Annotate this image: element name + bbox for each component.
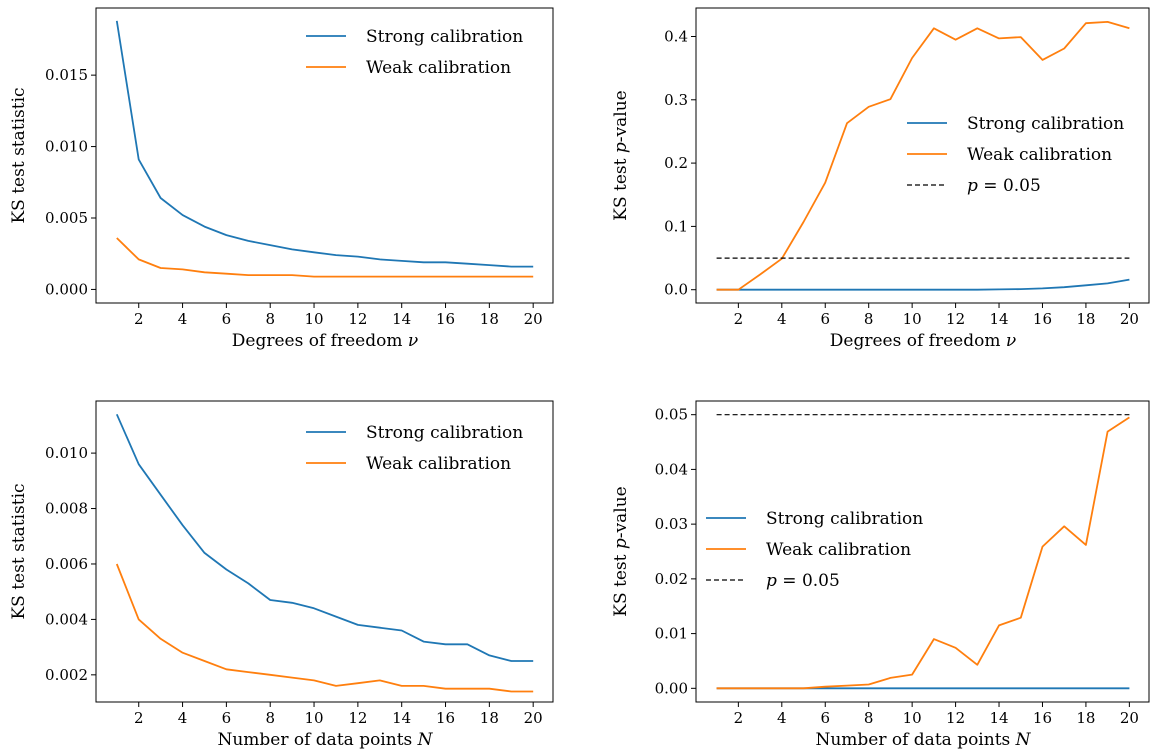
y-tick-label: 0.05 [655, 406, 688, 424]
x-tick-label: 14 [989, 310, 1008, 328]
legend: Strong calibration Weak calibration p = 0.… [706, 509, 923, 591]
series-line-1 [716, 278, 1130, 291]
x-tick-label: 12 [348, 709, 367, 727]
x-tick-label: 18 [480, 709, 499, 727]
series-line-2 [115, 563, 534, 693]
y-axis-label: KS test statistic [9, 483, 29, 619]
x-tick-label: 8 [265, 310, 275, 328]
legend-entry: Weak calibration [967, 145, 1112, 165]
legend-entry: Weak calibration [366, 454, 511, 474]
y-tick-label: 0.006 [45, 555, 88, 573]
x-tick-label: 8 [864, 310, 874, 328]
y-tick-label: 0.01 [655, 625, 688, 643]
x-tick-label: 4 [178, 709, 188, 727]
legend-entry: Strong calibration [766, 509, 923, 529]
x-tick-label: 14 [989, 709, 1008, 727]
legend-entry: Weak calibration [366, 58, 511, 78]
y-tick-label: 0.02 [655, 570, 688, 588]
x-axis-label: Degrees of freedom ν [232, 331, 418, 351]
x-tick-label: 4 [777, 709, 787, 727]
x-tick-label: 12 [946, 310, 965, 328]
x-tick-label: 10 [304, 709, 323, 727]
x-tick-label: 12 [348, 310, 367, 328]
axes-frame [695, 400, 1150, 703]
y-tick-label: 0.010 [45, 138, 88, 156]
legend-entry: Strong calibration [366, 27, 523, 47]
x-tick-label: 20 [524, 709, 543, 727]
x-tick-label: 6 [820, 310, 830, 328]
y-tick-label: 0.000 [45, 280, 88, 298]
x-tick-label: 6 [222, 310, 232, 328]
x-tick-label: 2 [734, 310, 744, 328]
y-tick-label: 0.0 [664, 281, 688, 299]
series-line-1 [115, 413, 534, 662]
series-line-2 [716, 20, 1130, 291]
x-tick-label: 20 [524, 310, 543, 328]
x-tick-label: 10 [903, 310, 922, 328]
x-tick-label: 6 [820, 709, 830, 727]
x-tick-label: 10 [304, 310, 323, 328]
x-axis-label: Degrees of freedom ν [830, 331, 1016, 351]
x-tick-label: 8 [265, 709, 275, 727]
series-line-2 [116, 237, 534, 278]
x-tick-label: 6 [222, 709, 232, 727]
x-tick-label: 4 [178, 310, 188, 328]
x-tick-label: 4 [777, 310, 787, 328]
y-tick-label: 0.005 [45, 209, 88, 227]
legend-entry: p = 0.05 [967, 176, 1041, 196]
legend-entry: Strong calibration [967, 114, 1124, 134]
x-tick-label: 14 [392, 709, 411, 727]
legend: Strong calibration Weak calibration [306, 423, 523, 474]
axes-frame [95, 7, 554, 304]
x-tick-label: 16 [436, 310, 455, 328]
x-tick-label: 16 [436, 709, 455, 727]
series-line-2 [716, 416, 1130, 690]
legend-entry: Strong calibration [366, 423, 523, 443]
legend: Strong calibration Weak calibration [306, 27, 523, 78]
x-tick-label: 2 [734, 709, 744, 727]
y-tick-label: 0.010 [45, 444, 88, 462]
chart-panel-2: 2 4 6 8 10 12 14 16 18 20 0.0 0.1 0.2 0.3 0.4 Degrees o… [611, 7, 1150, 351]
y-tick-label: 0.04 [655, 460, 688, 478]
y-tick-label: 0.015 [45, 66, 88, 84]
y-tick-label: 0.00 [655, 679, 688, 697]
y-tick-label: 0.008 [45, 500, 88, 518]
x-tick-label: 20 [1120, 310, 1139, 328]
series-line-1 [115, 20, 534, 268]
y-tick-label: 0.03 [655, 515, 688, 533]
chart-panel-4: 2 4 6 8 10 12 14 16 18 20 0.00 0.01 0.02 0.03 0.04 0.05… [611, 400, 1150, 750]
legend-entry: Weak calibration [766, 540, 911, 560]
x-tick-label: 12 [946, 709, 965, 727]
y-tick-label: 0.2 [664, 154, 688, 172]
x-tick-label: 18 [1076, 709, 1095, 727]
x-tick-label: 2 [134, 310, 144, 328]
x-tick-label: 10 [903, 709, 922, 727]
y-axis-label: KS test p-value [611, 486, 631, 616]
x-tick-label: 16 [1033, 709, 1052, 727]
legend-entry: p = 0.05 [766, 571, 840, 591]
x-tick-label: 18 [1076, 310, 1095, 328]
chart-panel-1: 2 4 6 8 10 12 14 16 18 20 0.000 0.005 0.010 0.015 Degr… [9, 7, 554, 351]
x-axis-label: Number of data points N [217, 730, 433, 750]
x-tick-label: 2 [134, 709, 144, 727]
x-tick-label: 8 [864, 709, 874, 727]
axes-frame [695, 7, 1150, 304]
y-tick-label: 0.3 [664, 91, 688, 109]
chart-panel-3: 2 4 6 8 10 12 14 16 18 20 0.002 0.004 0.006 0.008 0.01… [9, 400, 554, 750]
y-axis-label: KS test p-value [611, 90, 631, 220]
x-tick-label: 20 [1120, 709, 1139, 727]
x-tick-label: 16 [1033, 310, 1052, 328]
x-tick-label: 18 [480, 310, 499, 328]
legend: Strong calibration Weak calibration p = 0.… [907, 114, 1124, 196]
y-tick-label: 0.002 [45, 666, 88, 684]
y-tick-label: 0.004 [45, 610, 88, 628]
x-tick-label: 14 [392, 310, 411, 328]
y-axis-label: KS test statistic [9, 87, 29, 223]
x-axis-label: Number of data points N [815, 730, 1031, 750]
y-tick-label: 0.1 [664, 217, 688, 235]
y-tick-label: 0.4 [664, 27, 688, 45]
axes-frame [95, 400, 554, 703]
